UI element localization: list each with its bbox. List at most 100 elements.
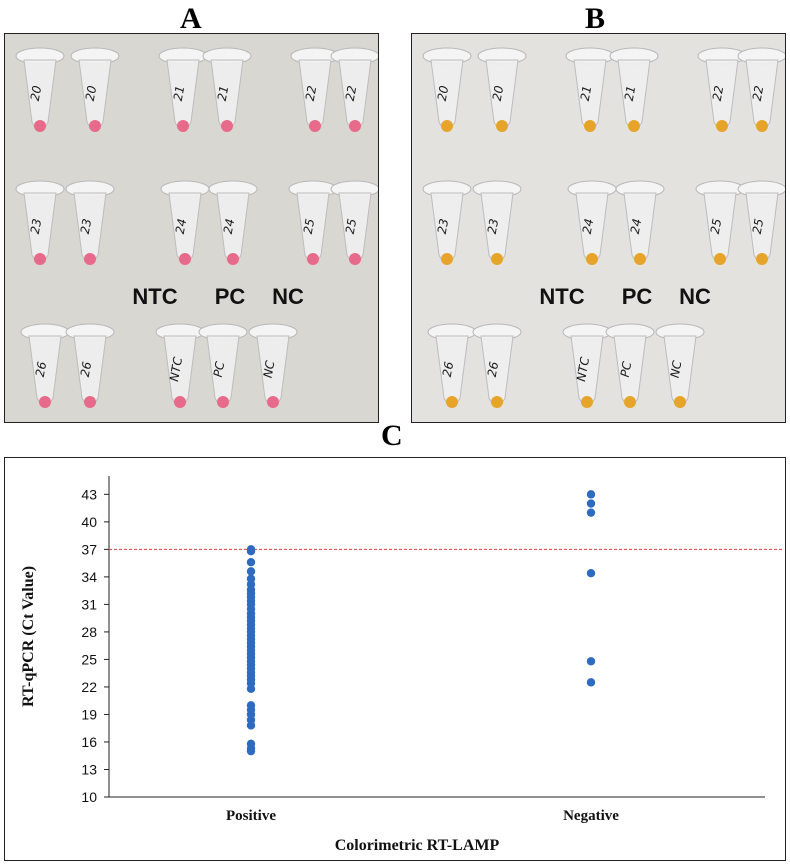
tube: 20: [477, 47, 527, 132]
tube-handwritten-label: 21: [578, 85, 594, 102]
y-tick-label: 34: [81, 569, 97, 585]
tube-handwritten-label: 24: [580, 218, 596, 235]
reaction-liquid: [756, 120, 768, 132]
y-tick-label: 31: [81, 596, 97, 612]
tube-handwritten-label: 26: [440, 360, 457, 378]
reaction-liquid: [221, 120, 233, 132]
panel-a-letter: A: [180, 2, 202, 35]
tube: PC: [198, 323, 248, 408]
reaction-liquid: [581, 396, 593, 408]
panel-b-letter: B: [585, 2, 606, 35]
reaction-liquid: [227, 253, 239, 265]
reaction-liquid: [441, 120, 453, 132]
data-point-positive: [246, 684, 256, 693]
tube-photo-b: 20 20 21 21 22 22 23 23 24 24 25 25 26 26 NTC PC NC NTC PC…: [412, 34, 785, 422]
data-point-negative: [586, 490, 596, 499]
tube-handwritten-label: 20: [83, 84, 100, 102]
tube: 21: [565, 47, 615, 132]
reaction-liquid: [586, 253, 598, 265]
data-point-negative: [586, 508, 596, 517]
data-point-positive: [246, 746, 256, 756]
reaction-liquid: [179, 253, 191, 265]
reaction-liquid: [217, 396, 229, 408]
y-tick-label: 40: [81, 514, 97, 530]
reaction-liquid: [628, 120, 640, 132]
data-point-positive: [246, 721, 256, 730]
reaction-liquid: [174, 396, 186, 408]
tube: 21: [609, 47, 659, 132]
tube: 23: [15, 180, 65, 265]
tube-handwritten-label: 25: [301, 218, 317, 235]
tube-handwritten-label: 21: [622, 85, 638, 102]
reaction-liquid: [491, 253, 503, 265]
x-category-label: Negative: [563, 808, 619, 824]
data-point-positive: [246, 547, 256, 556]
tube-handwritten-label: 26: [485, 360, 502, 378]
tube: 24: [567, 180, 617, 265]
control-label: NTC: [132, 284, 177, 309]
reaction-liquid: [84, 396, 96, 408]
reaction-liquid: [34, 120, 46, 132]
photo-panel-b: 20 20 21 21 22 22 23 23 24 24 25 25 26 26 NTC PC NC NTC PC…: [411, 33, 786, 423]
tube: 25: [737, 180, 785, 265]
tube-handwritten-label: 26: [78, 360, 95, 378]
y-tick-label: 19: [81, 706, 97, 722]
tube-handwritten-label: 25: [343, 218, 359, 235]
tube-handwritten-label: NC: [668, 359, 685, 379]
tube-handwritten-label: PC: [211, 360, 228, 378]
tube-handwritten-label: 21: [171, 85, 187, 102]
data-point-negative: [586, 657, 596, 666]
y-tick-label: 37: [81, 541, 97, 557]
tube: NTC: [562, 323, 612, 408]
tube: 26: [427, 323, 477, 408]
photo-panel-a: 20 20 21 21 22 22 23 23 24 24 25 25 26 26 NTC PC NC NTC PC…: [4, 33, 379, 423]
data-point-negative: [586, 499, 596, 508]
reaction-liquid: [349, 120, 361, 132]
tube-handwritten-label: 22: [710, 85, 726, 102]
control-label: NTC: [539, 284, 584, 309]
reaction-liquid: [756, 253, 768, 265]
control-label: NC: [679, 284, 711, 309]
tube-handwritten-label: NTC: [167, 355, 185, 382]
tube: 25: [330, 180, 378, 265]
tube-handwritten-label: 22: [750, 85, 766, 102]
reaction-liquid: [89, 120, 101, 132]
tube: NTC: [155, 323, 205, 408]
tube: 23: [472, 180, 522, 265]
tube: 20: [70, 47, 120, 132]
reaction-liquid: [446, 396, 458, 408]
tube: 21: [202, 47, 252, 132]
tube: 22: [330, 47, 378, 132]
tube-handwritten-label: 20: [28, 84, 45, 102]
reaction-liquid: [496, 120, 508, 132]
reaction-liquid: [441, 253, 453, 265]
control-label: NC: [272, 284, 304, 309]
tube: 22: [737, 47, 785, 132]
reaction-liquid: [674, 396, 686, 408]
tube-handwritten-label: 25: [708, 218, 724, 235]
tube-handwritten-label: NC: [261, 359, 278, 379]
tube-handwritten-label: NTC: [574, 355, 592, 382]
tube: NC: [655, 323, 705, 408]
tube-handwritten-label: 26: [33, 360, 50, 378]
tube: 24: [208, 180, 258, 265]
tube: 23: [65, 180, 115, 265]
tube-handwritten-label: 25: [750, 218, 766, 235]
y-tick-label: 16: [81, 734, 97, 750]
data-point-positive: [246, 558, 256, 567]
tube-handwritten-label: 24: [221, 218, 237, 235]
tube: 26: [65, 323, 115, 408]
tube-handwritten-label: 23: [435, 218, 451, 235]
y-tick-label: 13: [81, 761, 97, 777]
tube: 23: [422, 180, 472, 265]
reaction-liquid: [584, 120, 596, 132]
tube: 20: [422, 47, 472, 132]
tube: PC: [605, 323, 655, 408]
y-tick-label: 25: [81, 651, 97, 667]
tube: 24: [615, 180, 665, 265]
tube: NC: [248, 323, 298, 408]
x-axis-title: Colorimetric RT-LAMP: [335, 837, 500, 854]
reaction-liquid: [716, 120, 728, 132]
reaction-liquid: [39, 396, 51, 408]
reaction-liquid: [177, 120, 189, 132]
